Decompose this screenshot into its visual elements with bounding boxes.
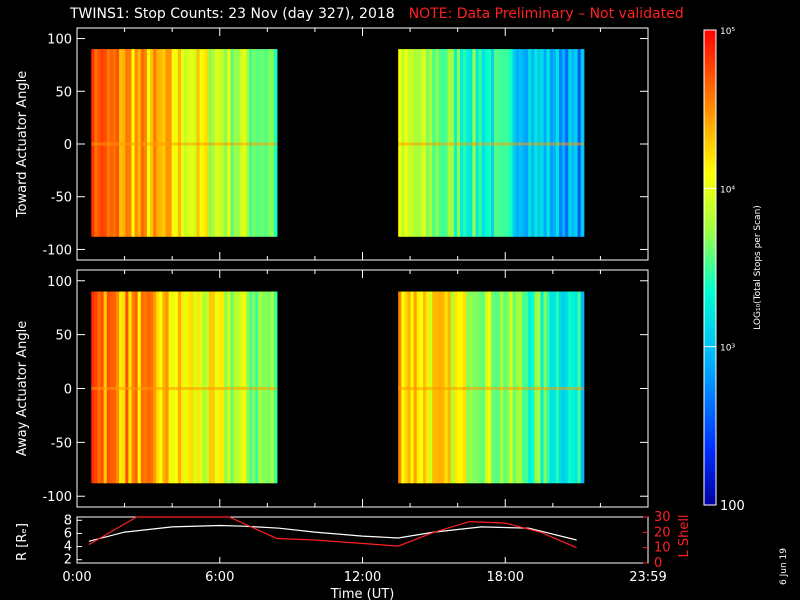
panel-away: 100 50 0 -50 -100 Away Actuator Angle: [15, 269, 649, 508]
toward-block-1-zero-streak: [91, 142, 277, 146]
colorbar-gradient: [703, 29, 717, 506]
panel-toward: 100 50 0 -50 -100 Toward Actuator Angle: [15, 27, 649, 261]
toward-ytick-label: 0: [64, 138, 72, 153]
toward-ytick-label: 50: [55, 85, 72, 100]
toward-ytick-label: -100: [42, 243, 72, 258]
orbit-left-tick-label: 8: [64, 513, 72, 528]
orbit-axes-frame: [76, 516, 649, 564]
chart-title: TWINS1: Stop Counts: 23 Nov (day 327), 2…: [70, 6, 684, 22]
away-block-1-zero-streak: [91, 387, 277, 390]
toward-block-2: [398, 49, 585, 237]
orbit-right-label: L Shell: [677, 514, 692, 557]
colorbar-tick-label: 100: [720, 499, 745, 514]
colorbar-label: LOG₁₀(Total Stops per Scan): [753, 205, 763, 330]
title-text: TWINS1: Stop Counts: 23 Nov (day 327), 2…: [70, 6, 395, 22]
orbit-left-label: R [Rₑ]: [15, 523, 30, 561]
colorbar-tick-label: 10⁵: [720, 27, 735, 37]
toward-ytick-label: 100: [47, 33, 72, 48]
xtick-label: 23:59: [629, 570, 666, 585]
away-ytick-label: -100: [42, 490, 72, 505]
orbit-right-tick-label: 10: [654, 541, 671, 556]
orbit-right-tick-label: 0: [654, 556, 662, 571]
orbit-right-tick-label: 30: [654, 510, 671, 525]
away-ytick-label: 100: [47, 275, 72, 290]
orbit-left-tick-label: 2: [64, 553, 72, 568]
lshell-line: [88, 516, 577, 549]
colorbar-tick-label: 10⁴: [720, 185, 735, 195]
away-block-2: [398, 291, 585, 484]
xtick-label: 6:00: [205, 570, 234, 585]
away-ytick-label: -50: [51, 436, 72, 451]
away-ytick-label: 0: [64, 383, 72, 398]
colorbar-tick-label: 10³: [720, 344, 735, 354]
away-block-1: [91, 291, 278, 484]
away-ylabel: Away Actuator Angle: [15, 321, 30, 456]
toward-block-1: [91, 49, 278, 237]
preliminary-note: NOTE: Data Preliminary – Not validated: [408, 6, 684, 22]
xaxis-label: Time (UT): [330, 587, 395, 600]
orbit-left-tick-label: 4: [64, 540, 72, 555]
xtick-label: 12:00: [344, 570, 381, 585]
away-ytick-label: 50: [55, 329, 72, 344]
xtick-label: 0:00: [62, 570, 91, 585]
orbit-left-tick-label: 6: [64, 526, 72, 541]
xtick-label: 18:00: [487, 570, 524, 585]
toward-ytick-label: -50: [51, 191, 72, 206]
toward-ylabel: Toward Actuator Angle: [15, 71, 30, 218]
date-stamp: 6 Jun 19: [779, 548, 789, 585]
away-block-2-zero-streak: [398, 387, 584, 390]
orbit-right-tick-label: 20: [654, 525, 671, 540]
toward-block-2-zero-streak: [398, 142, 584, 146]
radius-line: [88, 524, 577, 542]
